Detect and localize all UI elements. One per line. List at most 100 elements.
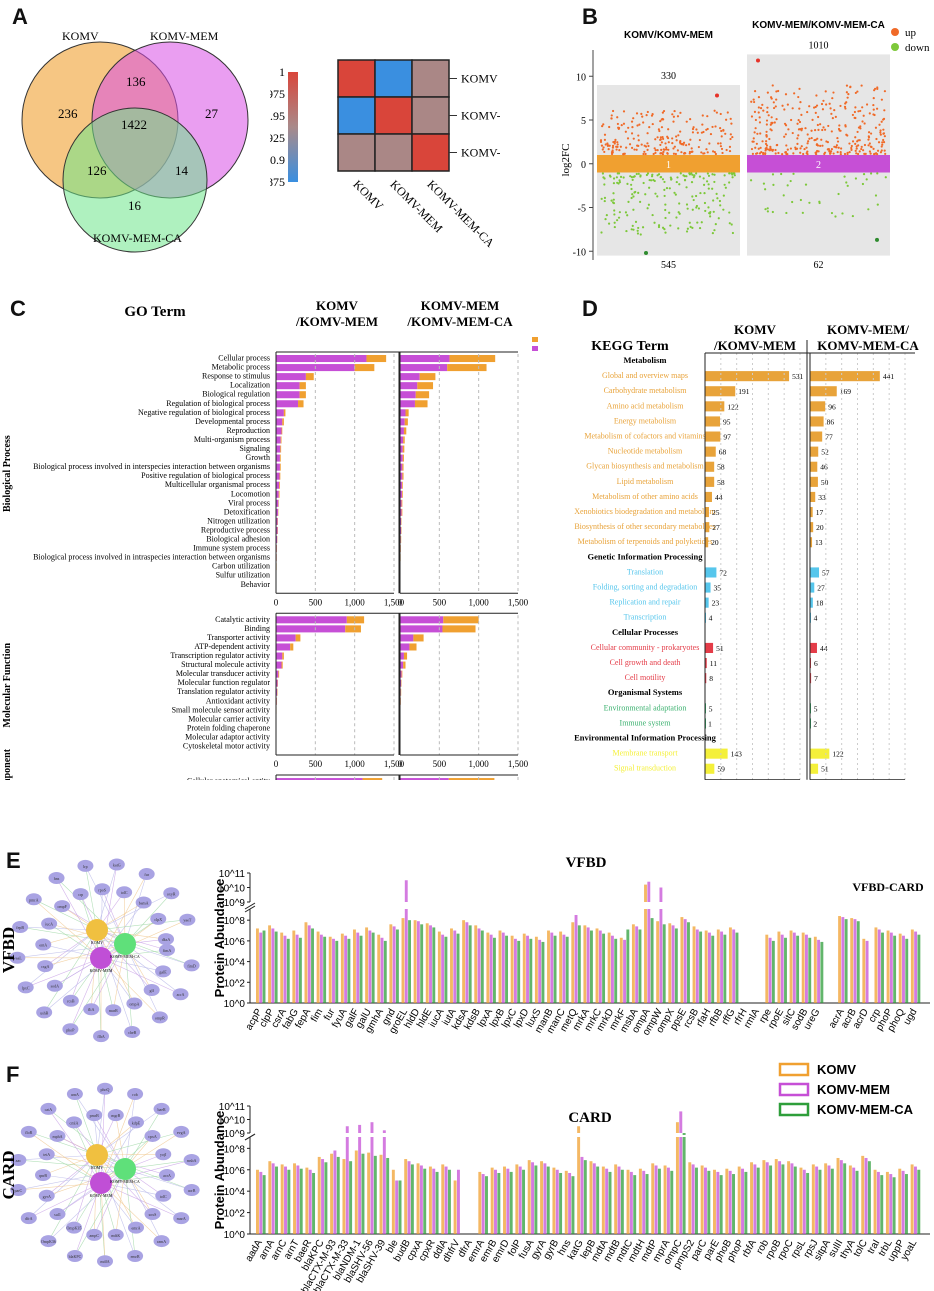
go-bar-up	[282, 418, 284, 426]
volcano-point-up	[802, 152, 805, 156]
kegg-term-label: Metabolism of other amino acids	[592, 492, 698, 501]
go-xtick: 1,500	[508, 597, 529, 607]
bar-ytick-label: 10^4	[224, 958, 246, 969]
bar-chart-ylabel: Protein Abundance	[212, 1111, 227, 1230]
network-edge	[96, 1131, 182, 1156]
volcano-point-down	[791, 200, 794, 204]
go-bar-down	[276, 454, 280, 462]
volcano-point-up	[640, 112, 643, 115]
bar	[765, 1162, 769, 1234]
volcano-point-down	[691, 226, 694, 229]
volcano-point-up	[765, 146, 768, 150]
go-bar-down	[400, 400, 415, 408]
go-legend-up-swatch	[532, 337, 538, 342]
go-bar-down	[400, 445, 403, 453]
bar	[838, 916, 841, 1003]
volcano-point-up	[653, 147, 656, 150]
kegg-term-label: Immune system	[620, 718, 672, 727]
volcano-point-down	[851, 214, 854, 218]
volcano-point-up	[679, 111, 682, 114]
network-node	[77, 859, 94, 872]
network-node	[20, 1125, 37, 1138]
volcano-point-up	[731, 135, 734, 139]
volcano-point-up	[671, 142, 674, 145]
volcano-ytick-label: 10	[576, 72, 586, 83]
venn-diagram: KOMV KOMV-MEM KOMV-MEM-CA 236 136 27 142…	[21, 29, 249, 253]
volcano-point-up	[636, 124, 639, 127]
bar	[675, 1137, 679, 1234]
volcano-point-down	[703, 201, 707, 205]
go-bar-down	[400, 373, 420, 381]
volcano-point-up	[770, 116, 773, 119]
volcano-point-up	[615, 148, 618, 151]
volcano-point-up	[766, 111, 769, 114]
volcano-point-up	[682, 141, 686, 144]
network-node	[153, 1235, 170, 1248]
volcano-point-up	[821, 108, 825, 111]
volcano-point-up	[754, 118, 757, 122]
volcano-point-up	[635, 148, 638, 151]
bar	[383, 940, 387, 1003]
volcano-point-down	[689, 225, 692, 228]
volcano-point-down	[707, 183, 710, 186]
network-edge	[70, 929, 98, 1001]
volcano-point-down	[637, 226, 640, 230]
bar	[356, 932, 360, 1003]
volcano-point-up	[660, 126, 664, 129]
go-bar-down	[400, 634, 414, 642]
volcano-point-up	[765, 119, 769, 122]
volcano-point-up	[703, 152, 706, 155]
go-term-label: Positive regulation of biological proces…	[141, 471, 270, 480]
bar-ytick-label: 10^10	[218, 1116, 245, 1127]
go-term-label: Reproductive process	[201, 525, 270, 534]
kegg-bar-a	[705, 371, 790, 382]
volcano-point-down	[874, 194, 878, 197]
volcano-point-down	[677, 211, 680, 214]
bar-ytick-label: 10^6	[224, 1166, 246, 1177]
venn-region-only-komv: 236	[58, 106, 78, 121]
volcano-point-up	[773, 121, 776, 124]
bar	[844, 919, 848, 1003]
volcano-point-down	[678, 183, 681, 186]
network-edge	[100, 949, 168, 959]
volcano-point-down	[876, 203, 879, 206]
go-term-label: Cellular process	[218, 354, 270, 363]
kegg-bar-b	[810, 446, 819, 457]
bar	[259, 1171, 263, 1234]
volcano-point-up	[715, 111, 718, 114]
network-node-label: yojI	[160, 1152, 167, 1157]
go-bar-down	[276, 409, 284, 417]
bar	[756, 1167, 760, 1234]
volcano-point-up	[860, 145, 863, 148]
volcano-point-up	[664, 142, 667, 145]
volcano-point-up	[667, 141, 670, 144]
volcano-point-up	[691, 150, 694, 153]
go-bar-down	[276, 490, 279, 498]
bar	[296, 1165, 300, 1234]
bar	[312, 1172, 316, 1234]
bar	[662, 924, 666, 1003]
bar	[605, 1168, 609, 1234]
go-xtick: 1,000	[469, 597, 490, 607]
volcano-point-up	[757, 147, 760, 150]
volcano-point-up	[826, 148, 829, 151]
network-node-label: hns	[54, 876, 60, 881]
volcano-point-up	[685, 120, 688, 123]
kegg-bar-b	[810, 491, 816, 502]
volcano-point-up	[867, 144, 870, 147]
go-bar-down	[276, 382, 300, 390]
volcano-point-down	[704, 209, 707, 213]
volcano-point-up	[606, 144, 609, 148]
bar	[437, 931, 441, 1003]
volcano-point-down	[685, 175, 688, 178]
go-term-label: Biological adhesion	[206, 535, 270, 544]
kegg-value-b: 5	[814, 704, 818, 713]
volcano-point-up	[611, 109, 615, 113]
network-node-label: fepB	[16, 925, 24, 930]
volcano-point-up	[856, 130, 859, 134]
volcano-point-down	[613, 213, 616, 216]
bar	[679, 1137, 683, 1234]
volcano-point-down	[663, 194, 666, 198]
bar	[856, 921, 860, 1003]
volcano-point-up	[661, 111, 664, 114]
